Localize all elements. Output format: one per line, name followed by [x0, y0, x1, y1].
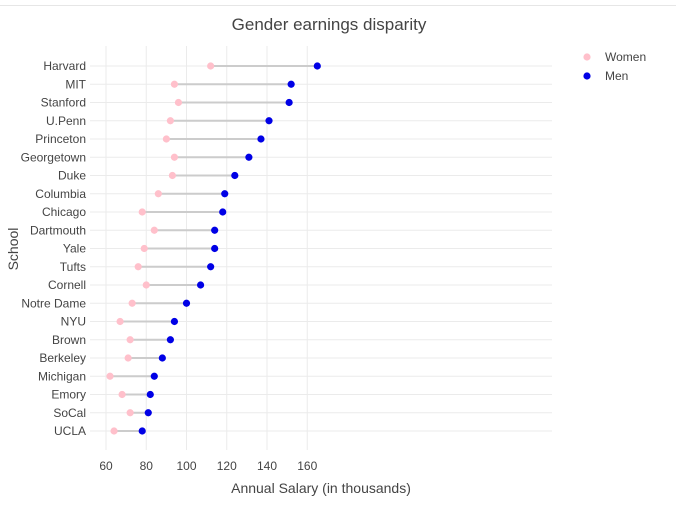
legend[interactable]: Women Men [583, 50, 646, 83]
x-tick-label: 140 [257, 459, 277, 473]
men-salary-point[interactable] [211, 226, 219, 234]
y-tick-labels: Harvard MIT Stanford U.Penn Princeton Georget… [21, 59, 87, 438]
women-salary-point[interactable] [118, 390, 126, 399]
women-salary-point[interactable] [174, 98, 183, 107]
y-tick-label: Cornell [48, 278, 86, 292]
men-salary-point[interactable] [245, 153, 253, 161]
y-tick-label: Yale [63, 242, 86, 256]
women-salary-point[interactable] [110, 427, 118, 435]
x-tick-labels: 60 80 100 120 140 160 [99, 459, 317, 473]
y-tick-label: Georgetown [21, 150, 86, 164]
men-salary-point[interactable] [285, 98, 293, 107]
women-salary-point[interactable] [170, 80, 179, 88]
women-salary-point[interactable] [168, 171, 177, 180]
y-tick-label: SoCal [53, 406, 86, 420]
y-tick-label: Chicago [42, 205, 86, 219]
legend-marker[interactable] [583, 53, 591, 61]
men-salary-point[interactable] [196, 281, 205, 289]
men-salary-point[interactable] [287, 80, 295, 88]
women-salary-point[interactable] [126, 409, 134, 417]
point-layer [106, 62, 321, 435]
women-salary-point[interactable] [124, 354, 132, 362]
top-border [0, 0, 676, 6]
men-salary-point[interactable] [207, 263, 215, 271]
men-salary-point[interactable] [138, 427, 146, 435]
y-tick-label: Harvard [43, 59, 86, 73]
y-tick-label: Michigan [38, 369, 86, 383]
women-salary-point[interactable] [150, 226, 158, 234]
women-salary-point[interactable] [166, 117, 174, 125]
women-salary-point[interactable] [126, 336, 134, 344]
y-tick-label: Duke [58, 169, 86, 183]
y-tick-label: Brown [52, 333, 86, 347]
women-salary-point[interactable] [138, 208, 146, 216]
men-salary-point[interactable] [158, 354, 166, 362]
men-salary-point[interactable] [257, 135, 265, 143]
men-salary-point[interactable] [231, 171, 239, 180]
women-salary-point[interactable] [142, 281, 150, 289]
y-tick-label: Berkeley [39, 351, 86, 365]
y-tick-label: Emory [51, 388, 86, 402]
women-salary-point[interactable] [162, 135, 170, 143]
y-tick-label: Princeton [35, 132, 86, 146]
men-salary-point[interactable] [146, 390, 154, 399]
women-salary-point[interactable] [134, 263, 142, 271]
legend-label[interactable]: Men [605, 69, 628, 83]
women-salary-point[interactable] [170, 153, 179, 161]
men-salary-point[interactable] [170, 317, 179, 326]
y-tick-label: NYU [61, 315, 86, 329]
women-salary-point[interactable] [106, 372, 114, 380]
y-axis-title: School [5, 228, 21, 271]
y-tick-label: Tufts [60, 260, 86, 274]
x-tick-label: 160 [297, 459, 317, 473]
women-salary-point[interactable] [154, 190, 162, 198]
y-tick-label: Dartmouth [30, 223, 86, 237]
x-tick-label: 120 [217, 459, 237, 473]
y-tick-label: MIT [65, 77, 86, 91]
women-salary-point[interactable] [116, 317, 124, 326]
legend-label[interactable]: Women [605, 50, 646, 64]
chart-title: Gender earnings disparity [232, 15, 427, 34]
y-tick-label: UCLA [54, 424, 86, 438]
y-tick-label: Notre Dame [21, 296, 86, 310]
men-salary-point[interactable] [313, 62, 321, 70]
men-salary-point[interactable] [211, 244, 219, 253]
men-salary-point[interactable] [182, 299, 191, 307]
x-tick-label: 80 [140, 459, 154, 473]
men-salary-point[interactable] [166, 336, 174, 344]
men-salary-point[interactable] [265, 117, 273, 125]
men-salary-point[interactable] [144, 409, 152, 417]
men-salary-point[interactable] [221, 190, 229, 198]
x-axis-title: Annual Salary (in thousands) [231, 480, 411, 496]
y-tick-label: Columbia [35, 187, 86, 201]
x-tick-label: 60 [99, 459, 113, 473]
y-tick-label: U.Penn [46, 114, 86, 128]
women-salary-point[interactable] [128, 299, 136, 307]
men-salary-point[interactable] [219, 208, 227, 216]
legend-marker[interactable] [583, 72, 591, 80]
women-salary-point[interactable] [207, 62, 215, 70]
women-salary-point[interactable] [140, 244, 148, 253]
x-tick-label: 100 [176, 459, 196, 473]
y-tick-label: Stanford [41, 96, 86, 110]
men-salary-point[interactable] [150, 372, 158, 380]
